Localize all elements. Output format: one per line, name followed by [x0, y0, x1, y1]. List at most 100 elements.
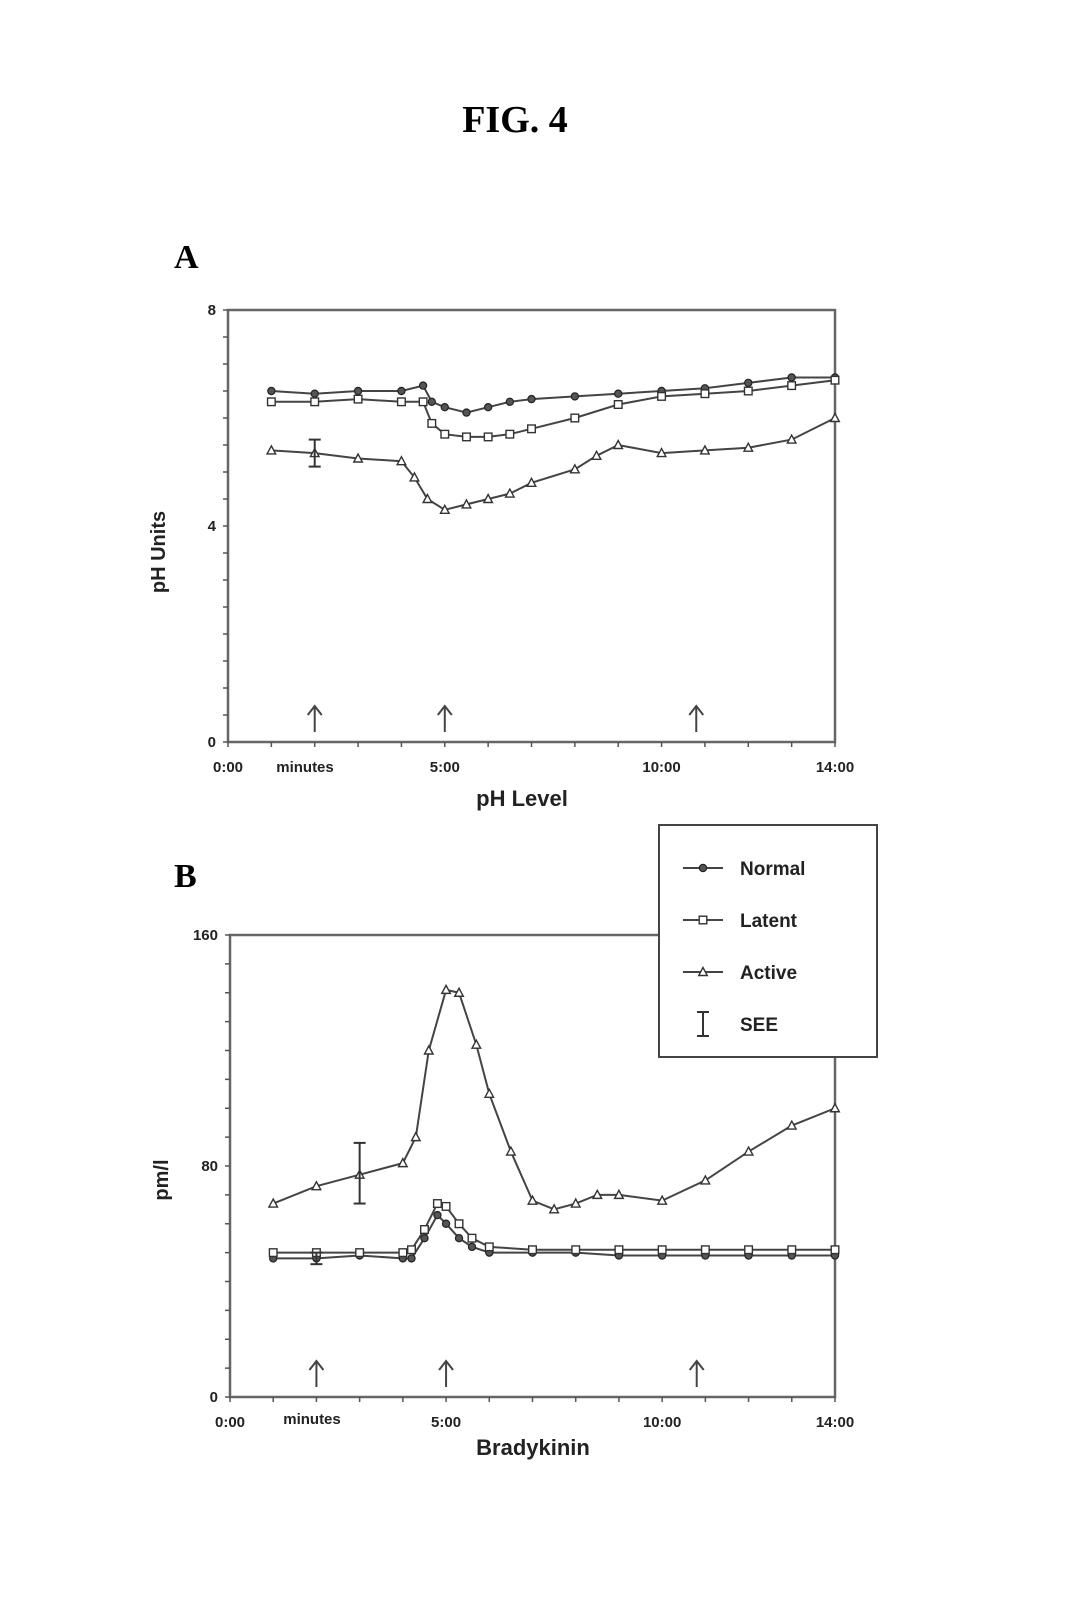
panel-a-series-active-line: [271, 417, 836, 511]
legend-label: Normal: [740, 859, 805, 880]
panel-b-error-bar: [310, 1251, 323, 1266]
panel-a-y-tick-label: 8: [208, 302, 216, 319]
panel-b-series-normal-point: [441, 1219, 451, 1228]
panel-b-series-latent-point: [528, 1245, 538, 1255]
panel-b-x-tick-label: 0:00: [215, 1414, 245, 1431]
panel-b-series-latent-point: [419, 1225, 429, 1235]
panel-a-series-latent-point: [527, 424, 537, 434]
panel-a-series-active-point: [569, 463, 581, 474]
panel-a-series-active-point: [504, 487, 516, 498]
panel-a-series-normal-point: [505, 397, 515, 406]
panel-a-series-normal-point: [787, 373, 796, 382]
panel-a-series-normal: [267, 373, 840, 417]
panel-a-series-normal-point: [483, 403, 493, 412]
panel-b-series-normal-point: [454, 1233, 464, 1243]
panel-b-series-latent-point: [657, 1245, 667, 1255]
panel-a-y-tick-label: 4: [208, 518, 217, 535]
legend-square-icon: [698, 915, 708, 925]
panel-b-y-tick-label: 0: [210, 1389, 218, 1406]
panel-a-series-normal-point: [418, 381, 428, 390]
panel-a-series-active-point: [786, 433, 798, 444]
panel-b-series-active-point: [548, 1203, 560, 1214]
panel-b-series-latent-point: [355, 1248, 365, 1258]
panel-a-series-latent-point: [700, 389, 710, 399]
panel-b-x-tick-label: 14:00: [816, 1414, 854, 1431]
panel-a-series-active-point: [526, 476, 537, 487]
panel-b-letter: B: [174, 858, 197, 895]
panel-b-y-axis-label: pm/l: [151, 1159, 173, 1200]
panel-a-series-normal-point: [310, 389, 319, 398]
panel-a-series-normal-point: [353, 386, 363, 396]
legend-circle-icon: [698, 863, 708, 873]
panel-a-series-latent-point: [505, 429, 515, 439]
panel-b-series-latent-point: [830, 1245, 840, 1255]
panel-b-series-active-point: [397, 1157, 409, 1168]
panel-b-series-active-point: [570, 1197, 582, 1208]
panel-a-series-active: [265, 412, 841, 514]
legend: Normal Latent Active SEE: [658, 824, 878, 1058]
panel-b-series-active-point: [591, 1188, 603, 1200]
panel-a-series-normal-point: [440, 403, 449, 412]
panel-b-series-active-point: [440, 983, 452, 995]
panel-b-series-normal-point: [467, 1242, 477, 1252]
panel-a: A 0 4 8 0:00 5:00 10:00 14:00 pH Units pH Lev…: [148, 239, 854, 811]
legend-label: Latent: [740, 911, 798, 932]
legend-item-see: SEE: [697, 1011, 778, 1037]
panel-a-series-normal-point: [614, 389, 623, 398]
panel-b-series-latent-point: [744, 1245, 754, 1255]
legend-item-normal: Normal: [683, 859, 805, 880]
legend-box: [658, 824, 878, 1058]
panel-b-series-latent-point: [268, 1248, 278, 1258]
panel-b-series-normal: [269, 1210, 840, 1263]
panel-b-y-tick-label: 160: [193, 927, 218, 944]
panel-a-x-tick-label: 10:00: [642, 759, 680, 776]
panel-b-series-active-point: [786, 1119, 798, 1130]
panel-a-series-active-point: [656, 447, 668, 458]
panel-b-x-axis-label: Bradykinin: [476, 1435, 590, 1460]
panel-b-series-active-point: [656, 1194, 668, 1205]
panel-b-series-latent-point: [700, 1245, 710, 1255]
panel-a-x-tick-label: 5:00: [430, 759, 460, 776]
panel-a-series-normal-point: [744, 378, 753, 388]
panel-a-series-active-point: [460, 498, 472, 509]
panel-a-series-latent-point: [396, 397, 406, 407]
panel-a-series-active-point: [612, 439, 624, 450]
panel-a-x-annotation: minutes: [276, 759, 334, 776]
panel-b-series-active-point: [410, 1131, 422, 1142]
panel-b-series-active-point: [527, 1194, 538, 1205]
panel-b-series-latent-point: [398, 1248, 408, 1258]
legend-label: SEE: [740, 1015, 778, 1036]
panel-b-series-active-point: [310, 1180, 322, 1191]
panel-b-series-active: [267, 983, 841, 1214]
panel-a-plot-frame: [226, 308, 837, 744]
panel-a-series-latent-point: [483, 432, 493, 442]
panel-b-series-latent-point: [614, 1245, 624, 1255]
panel-b-series-latent-point: [432, 1199, 442, 1209]
panel-b-series-normal-point: [420, 1233, 429, 1243]
panel-a-series-active-point: [829, 412, 841, 423]
panel-a-series-latent-point: [830, 375, 840, 385]
panel-a-y-tick-label: 0: [208, 734, 216, 751]
panel-a-arrow-marker: [688, 704, 705, 732]
panel-b-x-annotation: minutes: [283, 1411, 341, 1428]
legend-triangle-icon: [697, 966, 709, 977]
panel-b-series-active-point: [505, 1145, 517, 1156]
panel-b-tick-marks: [225, 934, 836, 1402]
panel-b-error-bar: [353, 1141, 366, 1205]
panel-b-arrow-marker: [308, 1359, 325, 1387]
panel-a-series-active-point: [352, 452, 364, 463]
panel-b-series-latent-point: [441, 1201, 451, 1211]
panel-b-x-tick-label: 10:00: [643, 1414, 681, 1431]
panel-b-series-normal-point: [407, 1254, 416, 1263]
panel-a-series-latent-point: [353, 394, 363, 404]
panel-a-series-normal-point: [267, 386, 276, 396]
panel-a-series-active-point: [742, 441, 754, 452]
panel-a-series-latent-point: [418, 397, 428, 407]
panel-b-series-active-point: [423, 1044, 435, 1055]
panel-b-series-active-point: [453, 986, 465, 997]
panel-a-series-normal-point: [462, 408, 471, 417]
panel-a-series-latent: [266, 375, 840, 442]
panel-a-series-latent-point: [461, 432, 471, 442]
panel-a-x-axis-label: pH Level: [476, 786, 568, 811]
panel-a-letter: A: [174, 239, 199, 276]
